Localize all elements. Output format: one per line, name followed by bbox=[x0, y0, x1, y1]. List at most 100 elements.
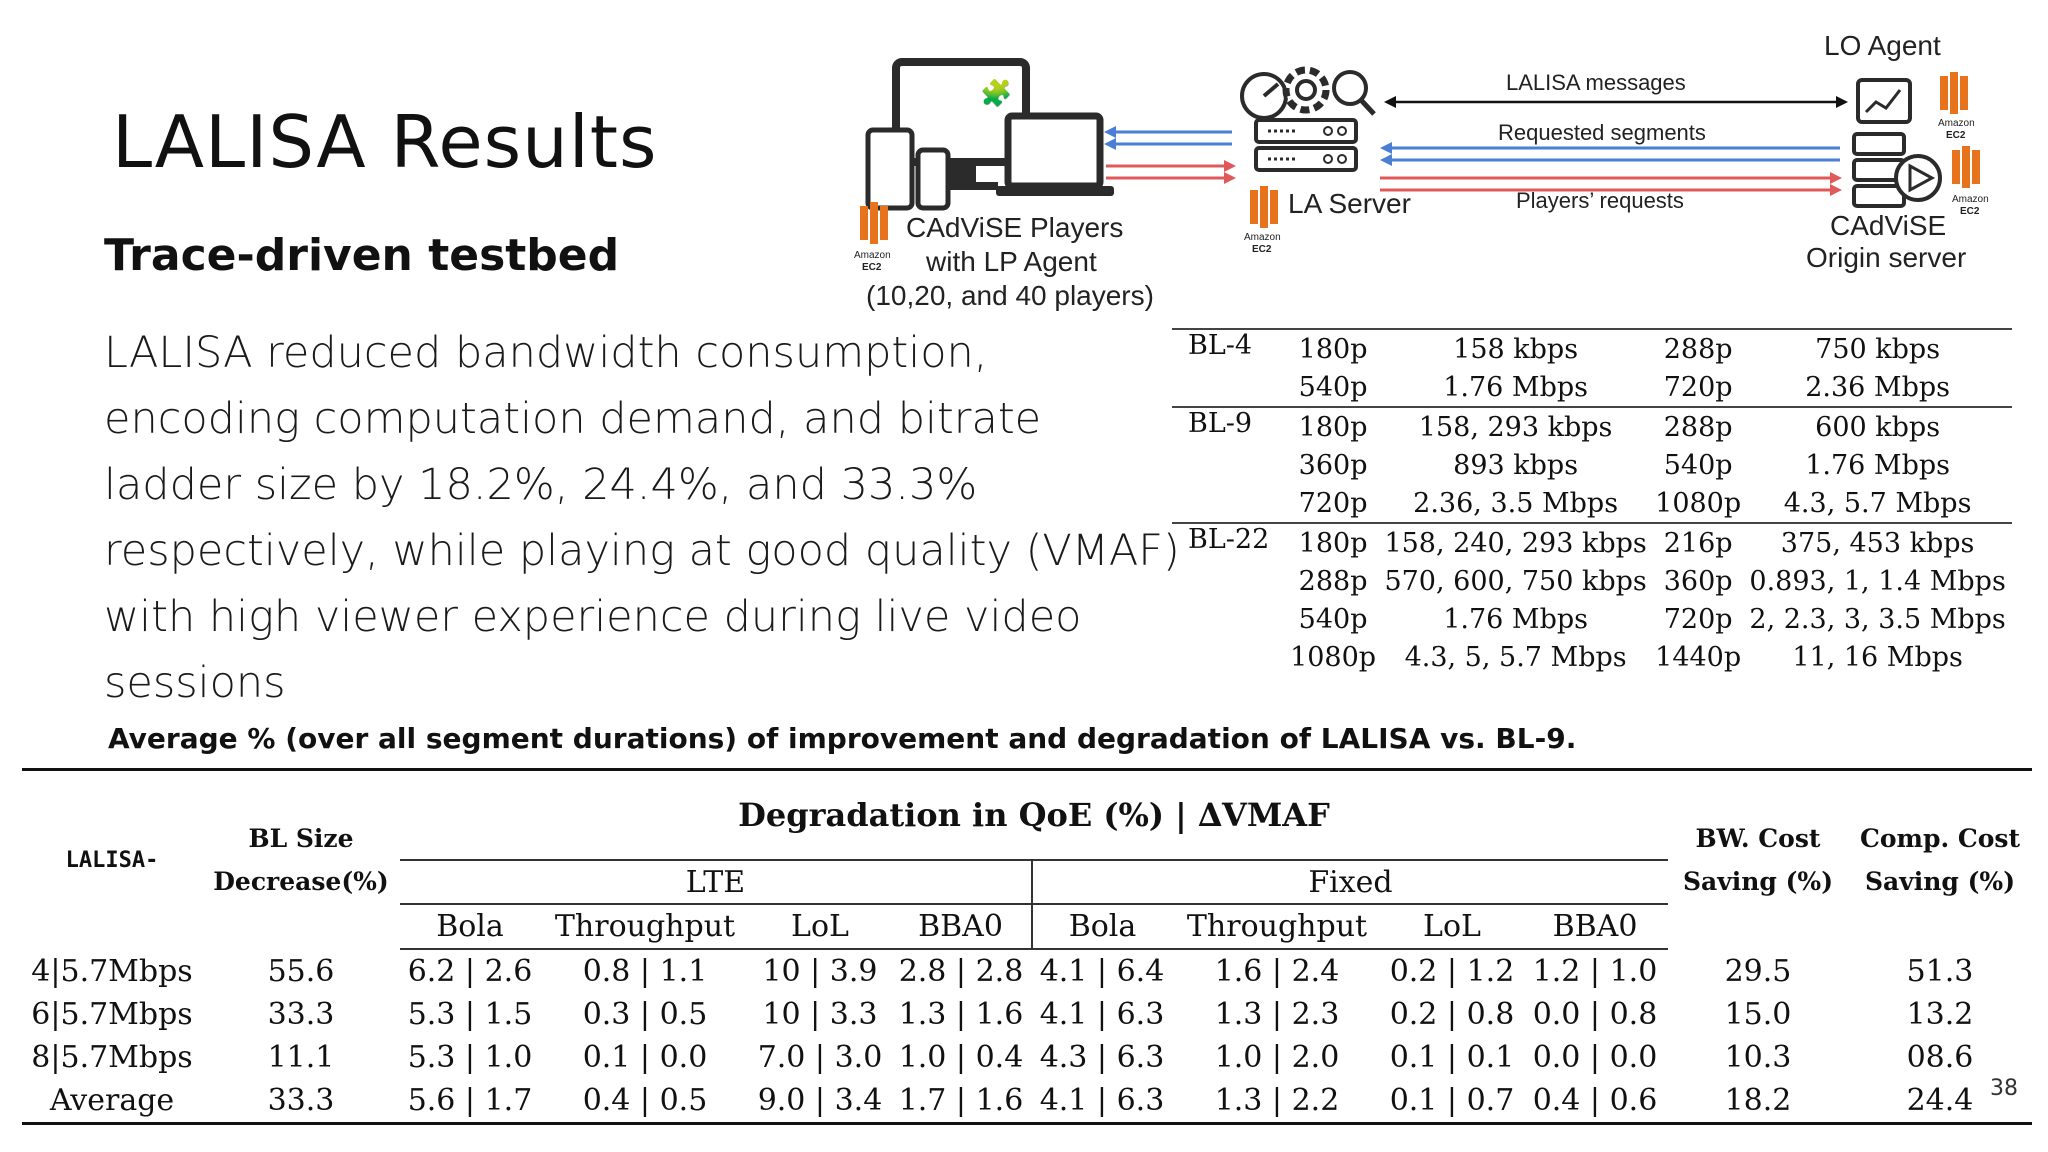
table-cell: 9.0 | 3.4 bbox=[750, 1079, 890, 1125]
ladder-bitrate: 4.3, 5, 5.7 Mbps bbox=[1404, 641, 1627, 673]
ladder-resolution: 1080p bbox=[1290, 641, 1377, 673]
svg-text:🧩: 🧩 bbox=[980, 78, 1012, 109]
lalisa-messages-label: LALISA messages bbox=[1506, 70, 1686, 95]
phone-icon bbox=[915, 147, 951, 211]
ladder-resolution: 360p bbox=[1298, 449, 1368, 481]
slide-title: LALISA Results bbox=[112, 100, 658, 184]
row-label: 4|5.7Mbps bbox=[31, 953, 193, 989]
ladder-resolution: 288p bbox=[1298, 565, 1368, 597]
subcol-header: LoL bbox=[1382, 904, 1522, 950]
ladder-bitrate: 2, 2.3, 3, 3.5 Mbps bbox=[1749, 603, 2006, 635]
comp-cost-line2: Saving (%) bbox=[1864, 867, 2016, 896]
lalisa-header: LALISA- bbox=[22, 768, 202, 949]
table-cell: 1.0 | 2.0 bbox=[1214, 1040, 1340, 1075]
table-cell: 5.3 | 1.5 bbox=[407, 997, 533, 1032]
aws-ec2-icon-players bbox=[860, 202, 888, 244]
lo-agent-label: LO Agent bbox=[1824, 30, 1941, 61]
table-cell: 7.0 | 3.0 bbox=[757, 1040, 883, 1075]
bl-size-header: BL Size Decrease(%) bbox=[202, 768, 400, 949]
ladder-bitrate: 375, 453 kbps bbox=[1743, 522, 2012, 562]
table-cell: 0.1 | 0.1 bbox=[1389, 1040, 1515, 1075]
table-cell: 1.3 | 1.6 bbox=[898, 997, 1024, 1032]
results-table: LALISA- BL Size Decrease(%) Degradation i… bbox=[22, 768, 2032, 1125]
table-cell: 6.2 | 2.6 bbox=[407, 954, 533, 989]
table-cell: 1.3 | 2.3 bbox=[1214, 997, 1340, 1032]
ladder-bitrate: 4.3, 5.7 Mbps bbox=[1783, 487, 1972, 519]
bw-cost-line1: BW. Cost bbox=[1695, 824, 1821, 853]
subtitle: Trace-driven testbed bbox=[104, 230, 620, 281]
table-cell: 13.2 bbox=[1906, 997, 1974, 1032]
table-cell: 29.5 bbox=[1724, 953, 1792, 989]
table-cell: 10.3 bbox=[1724, 1040, 1792, 1075]
ladder-row: 540p 1.76 Mbps 720p 2.36 Mbps bbox=[1172, 368, 2012, 407]
bl-size-line2: Decrease(%) bbox=[213, 867, 389, 896]
ladder-bitrate: 11, 16 Mbps bbox=[1792, 641, 1963, 673]
table-cell: 4.1 | 6.4 bbox=[1039, 954, 1165, 989]
ladder-row: BL-9 180p 158, 293 kbps 288p 600 kbps bbox=[1172, 406, 2012, 523]
table-cell: 0.2 | 0.8 bbox=[1389, 997, 1515, 1032]
ladder-bitrate: 750 kbps bbox=[1743, 328, 2012, 368]
ladder-resolution: 720p bbox=[1663, 603, 1733, 635]
comp-cost-line1: Comp. Cost bbox=[1859, 824, 2021, 853]
table-cell: 11.1 bbox=[267, 1040, 335, 1075]
amazon-label-origin: Amazon bbox=[1952, 194, 1989, 205]
table-row: 4|5.7Mbps 55.6 6.2 | 2.6 0.8 | 1.1 10 | 3.9 2… bbox=[22, 949, 2032, 993]
subcol-header: Bola bbox=[1032, 904, 1172, 950]
ec2-label-players: EC2 bbox=[862, 262, 882, 273]
ladder-resolution: 180p bbox=[1288, 328, 1379, 368]
ladder-bitrate: 1.76 Mbps bbox=[1805, 449, 1950, 481]
table-cell: 55.6 bbox=[267, 953, 335, 989]
subcol-header: Throughput bbox=[540, 904, 750, 950]
origin-label-line1: CAdViSE bbox=[1830, 210, 1947, 241]
ladder-row: 720p 2.36, 3.5 Mbps 1080p 4.3, 5.7 Mbps bbox=[1172, 484, 2012, 523]
lo-agent-chart-icon bbox=[1856, 78, 1912, 124]
ladder-row: 360p 893 kbps 540p 1.76 Mbps bbox=[1172, 446, 2012, 484]
subcol-header: BBA0 bbox=[1522, 904, 1668, 950]
body-text: LALISA reduced bandwidth consumption, en… bbox=[104, 328, 1180, 708]
bw-cost-line2: Saving (%) bbox=[1682, 867, 1834, 896]
table-cell: 1.0 | 0.4 bbox=[898, 1040, 1024, 1075]
table-cell: 0.0 | 0.8 bbox=[1532, 997, 1658, 1032]
table-caption: Average % (over all segment durations) o… bbox=[108, 722, 1577, 755]
bl-size-line1: BL Size bbox=[248, 824, 354, 853]
ladder-resolution: 720p bbox=[1663, 371, 1733, 403]
ladder-row: 540p 1.76 Mbps 720p 2, 2.3, 3, 3.5 Mbps bbox=[1172, 600, 2012, 638]
table-cell: 0.2 | 1.2 bbox=[1389, 954, 1515, 989]
lalisa-messages-arrow bbox=[1384, 96, 1848, 108]
play-icon bbox=[1894, 154, 1942, 202]
ladder-resolution: 720p bbox=[1298, 487, 1368, 519]
subcol-header: Throughput bbox=[1172, 904, 1382, 950]
table-row: 8|5.7Mbps 11.1 5.3 | 1.0 0.1 | 0.0 7.0 | 3.0… bbox=[22, 1036, 2032, 1079]
ec2-label-server: EC2 bbox=[1252, 244, 1272, 255]
ladder-row: 288p 570, 600, 750 kbps 360p 0.893, 1, 1.4 … bbox=[1172, 562, 2012, 600]
table-cell: 10 | 3.3 bbox=[762, 997, 878, 1032]
table-cell: 1.3 | 2.2 bbox=[1172, 1079, 1382, 1125]
comp-cost-header: Comp. Cost Saving (%) bbox=[1848, 768, 2032, 949]
table-cell: 0.3 | 0.5 bbox=[582, 997, 708, 1032]
ladder-resolution: 216p bbox=[1653, 522, 1744, 562]
table-cell: 33.3 bbox=[267, 997, 335, 1032]
ladder-row: BL-4 180p 158 kbps 288p 750 kbps bbox=[1172, 328, 2012, 407]
ladder-resolution: 180p bbox=[1288, 522, 1379, 562]
table-cell: 4.1 | 6.3 bbox=[1032, 1079, 1172, 1125]
row-label: 6|5.7Mbps bbox=[31, 997, 193, 1032]
ladder-resolution: 360p bbox=[1663, 565, 1733, 597]
ladder-resolution: 1440p bbox=[1655, 641, 1742, 673]
amazon-label-lo-agent: Amazon bbox=[1938, 118, 1975, 129]
ladder-bitrate: 570, 600, 750 kbps bbox=[1384, 565, 1647, 597]
subcol-header: LoL bbox=[750, 904, 890, 950]
row-label: Average bbox=[22, 1079, 202, 1125]
requested-segments-arrows bbox=[1380, 142, 1840, 166]
table-cell: 1.7 | 1.6 bbox=[890, 1079, 1032, 1125]
table-cell: 0.1 | 0.0 bbox=[582, 1040, 708, 1075]
ladder-bitrate: 2.36 Mbps bbox=[1805, 371, 1950, 403]
table-cell: 33.3 bbox=[202, 1079, 400, 1125]
tablet-icon bbox=[865, 127, 915, 211]
server-rack-icon bbox=[1254, 118, 1358, 172]
ladder-bitrate: 1.76 Mbps bbox=[1443, 603, 1588, 635]
lte-header: LTE bbox=[400, 860, 1033, 905]
table-cell: 24.4 bbox=[1848, 1079, 2032, 1125]
ladder-row: BL-22 180p 158, 240, 293 kbps 216p 375, 453 … bbox=[1172, 522, 2012, 676]
players-requests-arrows bbox=[1380, 172, 1842, 196]
ladder-row: 1080p 4.3, 5, 5.7 Mbps 1440p 11, 16 Mbps bbox=[1172, 638, 2012, 676]
